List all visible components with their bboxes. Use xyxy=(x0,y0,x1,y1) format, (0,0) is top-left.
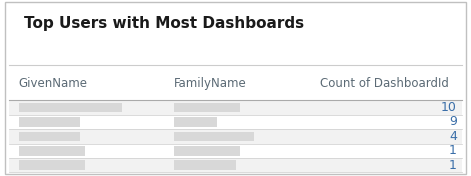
FancyBboxPatch shape xyxy=(19,103,122,112)
Text: 1: 1 xyxy=(449,144,457,157)
Text: 9: 9 xyxy=(449,115,457,128)
FancyBboxPatch shape xyxy=(19,146,85,156)
FancyBboxPatch shape xyxy=(19,117,80,127)
Text: FamilyName: FamilyName xyxy=(174,77,247,90)
FancyBboxPatch shape xyxy=(174,117,217,127)
Text: Count of DashboardId: Count of DashboardId xyxy=(320,77,449,90)
FancyBboxPatch shape xyxy=(9,115,462,129)
FancyBboxPatch shape xyxy=(174,103,240,112)
Text: GivenName: GivenName xyxy=(19,77,88,90)
Text: 10: 10 xyxy=(441,101,457,114)
FancyBboxPatch shape xyxy=(9,158,462,172)
FancyBboxPatch shape xyxy=(19,131,80,141)
FancyBboxPatch shape xyxy=(174,146,240,156)
Text: Top Users with Most Dashboards: Top Users with Most Dashboards xyxy=(24,16,304,31)
Text: 1: 1 xyxy=(449,159,457,172)
FancyBboxPatch shape xyxy=(174,131,254,141)
FancyBboxPatch shape xyxy=(19,161,85,170)
FancyBboxPatch shape xyxy=(9,100,462,115)
FancyBboxPatch shape xyxy=(174,161,236,170)
FancyBboxPatch shape xyxy=(9,144,462,158)
Text: 4: 4 xyxy=(449,130,457,143)
FancyBboxPatch shape xyxy=(9,129,462,144)
